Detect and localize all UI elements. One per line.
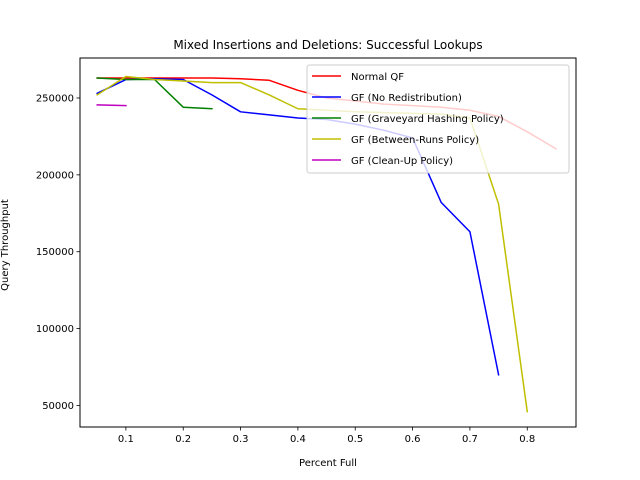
y-axis: 50000 100000 150000 200000 250000 xyxy=(36,93,80,412)
x-tick-label: 0.6 xyxy=(405,434,421,445)
x-tick-label: 0.4 xyxy=(290,434,306,445)
legend-label-2: GF (Graveyard Hashing Policy) xyxy=(351,114,504,125)
plot-frame xyxy=(79,57,577,428)
x-tick-label: 0.7 xyxy=(462,434,478,445)
x-axis-label: Percent Full xyxy=(299,458,357,469)
legend-label-0: Normal QF xyxy=(351,72,404,83)
series-line-1 xyxy=(96,78,500,376)
legend-label-4: GF (Clean-Up Policy) xyxy=(351,156,453,167)
x-tick-label: 0.5 xyxy=(347,434,363,445)
y-tick-label: 50000 xyxy=(42,401,74,412)
y-tick-label: 200000 xyxy=(36,170,74,181)
x-tick-label: 0.2 xyxy=(175,434,191,445)
y-tick-label: 150000 xyxy=(36,247,74,258)
legend-label-3: GF (Between-Runs Policy) xyxy=(351,135,479,146)
y-tick-label: 250000 xyxy=(36,93,74,104)
series-line-4 xyxy=(96,104,127,107)
x-tick-label: 0.1 xyxy=(118,434,134,445)
legend-label-1: GF (No Redistribution) xyxy=(351,93,462,104)
legend-box xyxy=(306,64,570,174)
x-axis: 0.1 0.2 0.3 0.4 0.5 0.6 0.7 0.8 xyxy=(118,427,535,445)
chart-title: Mixed Insertions and Deletions: Successf… xyxy=(173,38,482,52)
legend: Normal QF GF (No Redistribution) GF (Grave… xyxy=(306,64,570,174)
y-axis-label: Query Throughput xyxy=(0,199,11,291)
x-tick-label: 0.8 xyxy=(519,434,535,445)
y-tick-label: 100000 xyxy=(36,324,74,335)
x-tick-label: 0.3 xyxy=(233,434,249,445)
